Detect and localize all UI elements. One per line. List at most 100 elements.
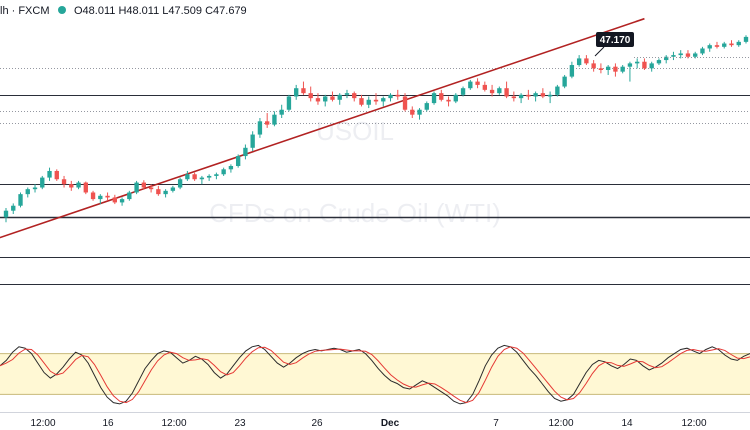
candle-body [373, 99, 379, 102]
candle [533, 91, 538, 102]
x-axis-tick-label: 26 [311, 418, 323, 429]
candle-body [40, 177, 45, 188]
candle-body [598, 68, 604, 70]
candle [424, 101, 429, 112]
market-status-dot-icon [58, 6, 66, 14]
candle-body [482, 84, 487, 90]
candle-body [576, 58, 582, 66]
candle-body [460, 88, 466, 95]
candle-body [518, 94, 524, 99]
candle-body [569, 65, 575, 77]
candle-body [301, 88, 306, 94]
candle [613, 63, 618, 77]
candle-body [424, 103, 429, 110]
candle [417, 108, 422, 120]
candle-body [214, 174, 219, 176]
symbol-label[interactable]: lh · FXCM [0, 5, 50, 17]
candle-body [90, 192, 96, 200]
candle-body [511, 96, 517, 99]
x-axis-tick-label: 23 [234, 418, 246, 429]
candle [156, 185, 161, 196]
candle [431, 91, 437, 105]
candle [446, 96, 451, 107]
candle [635, 58, 640, 69]
candle-body [417, 109, 422, 115]
candle [148, 184, 154, 193]
candle-body [707, 45, 712, 49]
candle [61, 175, 67, 188]
candle [214, 172, 219, 180]
candle [206, 174, 212, 181]
candle-body [170, 187, 176, 191]
candle-body [47, 170, 52, 178]
candle-body [359, 98, 364, 105]
candle [489, 84, 495, 97]
candle [569, 61, 575, 79]
candle-body [3, 210, 9, 218]
candle [134, 180, 139, 195]
candle-body [671, 55, 676, 57]
candle [656, 58, 662, 66]
candle-body [119, 199, 125, 203]
candle-body [330, 96, 335, 100]
candle-body [98, 195, 103, 200]
candle [344, 89, 350, 99]
candle [562, 74, 567, 89]
candle [678, 50, 683, 59]
candle-body [410, 109, 415, 115]
candle [323, 94, 328, 107]
candle [141, 180, 147, 190]
x-axis-tick-label: 12:00 [681, 418, 706, 429]
candle-body [547, 94, 553, 97]
candle [359, 94, 364, 107]
candle [555, 84, 560, 97]
candle-body [272, 114, 277, 125]
chart-header: lh · FXCM O48.011 H48.011 L47.509 C47.67… [0, 0, 270, 20]
candle [294, 84, 299, 100]
candle-body [25, 189, 30, 195]
candle [366, 96, 371, 109]
candle-body [323, 96, 328, 102]
stochastic-d-line [0, 346, 750, 404]
candle-body [743, 36, 749, 42]
candle [729, 40, 734, 47]
candle [642, 58, 647, 70]
candle-body [69, 184, 74, 188]
candle [69, 180, 74, 191]
candle-body [468, 81, 473, 89]
candle [235, 154, 241, 168]
candle-body [156, 189, 161, 195]
x-axis-tick-label: 12:00 [30, 418, 55, 429]
candle [468, 79, 473, 90]
candle-body [555, 86, 560, 95]
candle-body [352, 93, 357, 99]
candle [439, 89, 444, 102]
candle [576, 55, 582, 67]
candle [373, 93, 379, 105]
candle-body [250, 134, 255, 148]
candle-body [199, 177, 205, 180]
candle-body [366, 99, 371, 105]
x-axis-tick-label: 12:00 [548, 418, 573, 429]
candle-body [540, 93, 546, 97]
candle [90, 190, 96, 201]
candle-body [32, 187, 38, 190]
candle-body [736, 41, 741, 46]
candle-body [562, 76, 567, 87]
candle [127, 190, 132, 201]
candle-body [127, 192, 132, 200]
candle-body [163, 190, 168, 195]
candle-body [678, 53, 683, 56]
candle [547, 91, 553, 104]
candle [482, 81, 487, 92]
candle [112, 194, 117, 205]
candle-body [685, 53, 691, 57]
price-tag-leader [594, 46, 605, 57]
candle-body [177, 179, 183, 188]
candle [243, 144, 248, 160]
candle-body [584, 58, 589, 64]
candlestick-series [3, 35, 749, 223]
x-axis-tick-label: 7 [493, 418, 499, 429]
candle-body [185, 174, 190, 180]
